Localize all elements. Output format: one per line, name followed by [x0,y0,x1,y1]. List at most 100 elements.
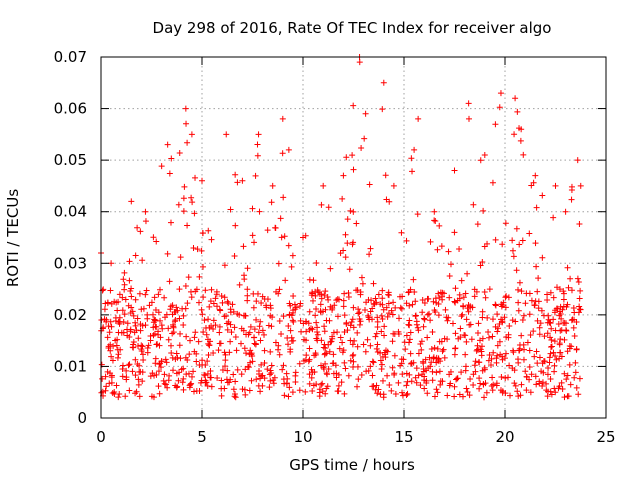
data-point [341,290,348,297]
y-tick-label-7: 0.07 [54,48,87,66]
data-point [290,337,297,344]
data-point [125,362,132,369]
data-point [255,329,262,336]
data-points [98,54,584,401]
data-point [367,245,374,252]
data-point [111,389,118,396]
data-point [196,388,203,395]
data-point [397,293,404,300]
data-point [192,329,199,336]
data-point [306,380,313,387]
data-point [238,340,245,347]
data-point [322,288,329,295]
data-point [477,262,484,269]
data-point [184,139,191,146]
data-point [418,338,425,345]
data-point [411,289,418,296]
data-point-peak-2 [128,198,135,205]
data-point [245,331,252,338]
data-point [244,286,251,293]
data-point [482,294,489,301]
data-point [501,314,508,321]
data-point [429,328,436,335]
data-point [303,352,310,359]
data-point [103,318,110,325]
data-point [313,335,320,342]
data-point [453,376,460,383]
data-point [330,370,337,377]
data-point [339,349,346,356]
data-point [192,288,199,295]
data-point-peak-30 [518,126,525,133]
data-point [225,300,232,307]
data-point [560,303,567,310]
data-point [336,296,343,303]
data-point [357,291,364,298]
data-point [463,338,470,345]
data-point [176,342,183,349]
data-point [161,380,168,387]
data-point [502,350,509,357]
data-point [527,389,534,396]
data-point [374,349,381,356]
data-point [296,360,303,367]
data-point [189,199,196,206]
data-point [199,229,206,236]
data-point [461,331,468,338]
data-point [538,307,545,314]
data-point [144,315,151,322]
data-point [121,269,128,276]
data-point [344,216,351,223]
data-point [577,306,584,313]
data-point [438,243,445,250]
data-point [292,372,299,379]
data-point [369,383,376,390]
data-point [318,381,325,388]
data-point [398,305,405,312]
data-point [155,368,162,375]
data-point [275,260,282,267]
data-point [434,389,441,396]
data-point [221,294,228,301]
data-point [505,374,512,381]
data-point [492,236,499,243]
data-point [290,309,297,316]
data-point [240,243,247,250]
data-point [547,320,554,327]
data-point [210,349,217,356]
data-point [326,317,333,324]
data-point [466,392,473,399]
data-point [552,389,559,396]
data-point [406,317,413,324]
data-point [191,348,198,355]
data-point [518,288,525,295]
data-point [576,221,583,228]
data-point [403,300,410,307]
data-point [373,382,380,389]
data-point [232,334,239,341]
data-point [528,371,535,378]
data-point [424,311,431,318]
data-point [539,192,546,199]
data-point [120,318,127,325]
data-point [474,346,481,353]
data-point [238,371,245,378]
data-point [435,312,442,319]
data-point [369,358,376,365]
data-point-peak-15 [300,234,306,241]
data-point-peak-14 [291,301,298,308]
data-point [437,381,444,388]
data-point [385,300,392,307]
data-point [249,352,256,359]
data-point [256,370,263,377]
data-point [106,380,113,387]
data-point [212,322,219,329]
data-point [349,152,356,159]
data-point [337,334,344,341]
data-point [184,300,191,307]
data-point [389,338,396,345]
data-point [433,299,440,306]
data-point [205,351,212,358]
data-point [191,210,198,217]
data-point [250,304,257,311]
